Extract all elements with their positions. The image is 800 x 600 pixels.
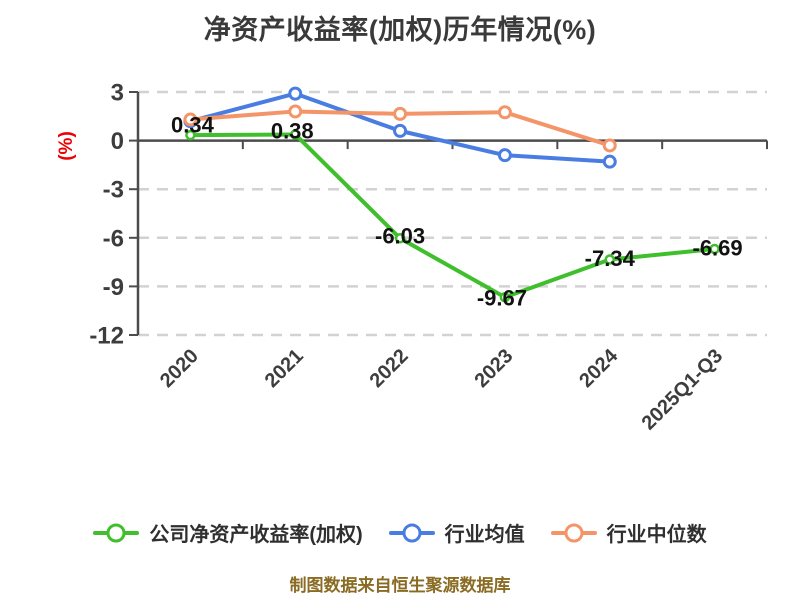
data-point-company bbox=[290, 129, 301, 140]
data-point-industry_median bbox=[497, 105, 512, 120]
x-tick-label: 2022 bbox=[366, 345, 413, 392]
legend-label-industry-median: 行业中位数 bbox=[606, 524, 707, 546]
data-value-label: -6.03 bbox=[375, 223, 425, 248]
data-point-industry_median bbox=[602, 138, 617, 153]
data-point-company bbox=[709, 243, 720, 255]
data-value-label: -9.67 bbox=[477, 285, 527, 310]
legend-label-industry-average: 行业均值 bbox=[444, 524, 525, 546]
legend-item-industry-average[interactable]: 行业均值 bbox=[388, 518, 525, 547]
x-tick-label: 2025Q1-Q3 bbox=[638, 345, 727, 434]
company-series-marker-icon bbox=[93, 523, 140, 543]
data-value-label: -7.34 bbox=[585, 246, 636, 271]
chart-title: 净资产收益率(加权)历年情况(%) bbox=[203, 15, 597, 45]
industry-median-series-marker-icon bbox=[550, 523, 597, 543]
data-point-industry_median bbox=[183, 112, 198, 127]
y-axis-unit-label: (%) bbox=[56, 131, 77, 161]
x-tick-label: 2021 bbox=[261, 345, 308, 392]
chart-legend: 公司净资产收益率(加权) 行业均值 行业中位数 bbox=[0, 518, 800, 547]
data-point-industry_avg bbox=[393, 123, 408, 138]
data-point-company bbox=[185, 129, 196, 141]
series-line-company bbox=[188, 132, 717, 300]
y-tick-label: -12 bbox=[89, 323, 124, 350]
y-tick-label: -6 bbox=[103, 225, 124, 252]
data-value-label: -6.69 bbox=[693, 235, 743, 260]
legend-item-industry-median[interactable]: 行业中位数 bbox=[550, 518, 707, 547]
data-point-company bbox=[499, 292, 511, 303]
data-value-label: 0.38 bbox=[271, 118, 314, 143]
x-tick-label: 2024 bbox=[575, 344, 623, 392]
legend-label-company-roe: 公司净资产收益率(加权) bbox=[149, 524, 363, 546]
y-tick-label: -9 bbox=[103, 274, 124, 301]
data-point-company bbox=[394, 233, 406, 244]
data-point-industry_avg bbox=[602, 154, 617, 169]
data-point-company bbox=[604, 254, 615, 265]
y-tick-label: -3 bbox=[103, 177, 124, 204]
data-point-industry_avg bbox=[288, 86, 303, 101]
x-tick-label: 2023 bbox=[470, 345, 517, 392]
y-tick-label: 0 bbox=[111, 128, 124, 155]
data-point-industry_median bbox=[288, 104, 303, 119]
legend-item-company-roe[interactable]: 公司净资产收益率(加权) bbox=[93, 518, 363, 547]
industry-average-series-marker-icon bbox=[388, 523, 435, 543]
data-source-note: 制图数据来自恒生聚源数据库 bbox=[289, 576, 511, 595]
x-tick-label: 2020 bbox=[156, 345, 203, 392]
data-value-label: 0.34 bbox=[171, 113, 215, 138]
data-point-industry_avg bbox=[497, 148, 512, 163]
y-tick-label: 3 bbox=[111, 80, 124, 107]
data-point-industry_median bbox=[393, 106, 408, 121]
